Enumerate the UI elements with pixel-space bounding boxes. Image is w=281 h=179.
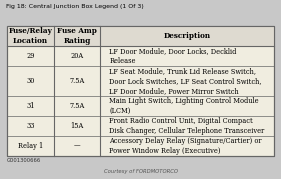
- Text: 7.5A: 7.5A: [69, 77, 85, 85]
- Text: LF Door Module, Door Locks, Decklid
Release: LF Door Module, Door Locks, Decklid Rele…: [109, 47, 237, 65]
- Text: Accessory Delay Relay (Signature/Cartier) or
Power Window Relay (Executive): Accessory Delay Relay (Signature/Cartier…: [109, 137, 262, 155]
- Text: 29: 29: [26, 52, 35, 60]
- Text: Description: Description: [164, 32, 211, 40]
- Text: Courtesy of FORDMOTORCO: Courtesy of FORDMOTORCO: [103, 169, 178, 174]
- Text: Main Light Switch, Lighting Control Module
(LCM): Main Light Switch, Lighting Control Modu…: [109, 97, 259, 115]
- Text: Fuse/Relay
Location: Fuse/Relay Location: [8, 27, 52, 45]
- Text: 33: 33: [26, 122, 35, 130]
- Bar: [7, 26, 274, 46]
- Text: Fig 18: Central Junction Box Legend (1 Of 3): Fig 18: Central Junction Box Legend (1 O…: [6, 4, 143, 9]
- Bar: [7, 26, 274, 156]
- Text: Front Radio Control Unit, Digital Compact
Disk Changer, Cellular Telephone Trans: Front Radio Control Unit, Digital Compac…: [109, 117, 264, 135]
- Text: —: —: [74, 142, 80, 150]
- Text: 7.5A: 7.5A: [69, 102, 85, 110]
- Text: 20A: 20A: [71, 52, 84, 60]
- Text: 31: 31: [26, 102, 35, 110]
- Bar: [7, 26, 274, 156]
- Bar: [0, 0, 281, 14]
- Text: 30: 30: [26, 77, 35, 85]
- Text: Fuse Amp
Rating: Fuse Amp Rating: [57, 27, 97, 45]
- Text: 15A: 15A: [71, 122, 84, 130]
- Text: Relay 1: Relay 1: [18, 142, 43, 150]
- Text: G001300666: G001300666: [7, 158, 41, 163]
- Text: LF Seat Module, Trunk Lid Release Switch,
Door Lock Switches, LF Seat Control Sw: LF Seat Module, Trunk Lid Release Switch…: [109, 67, 262, 95]
